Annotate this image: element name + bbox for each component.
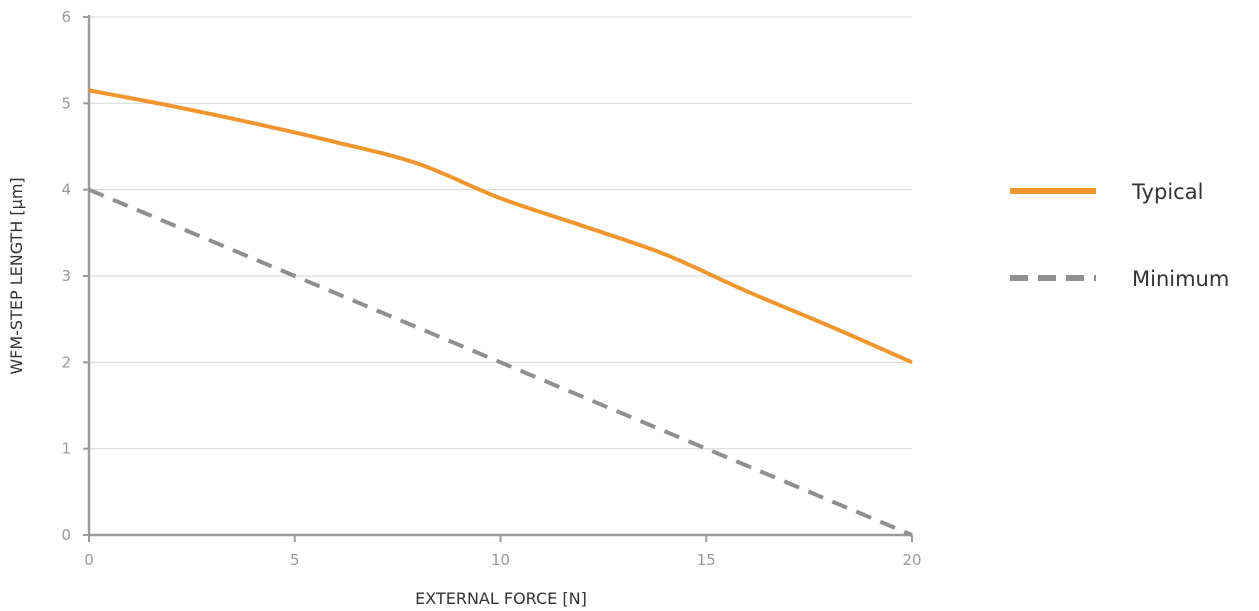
axes [83, 15, 913, 542]
x-tick-label: 0 [84, 551, 94, 569]
x-tick-label: 10 [491, 551, 510, 569]
x-tick-labels: 0 5 10 15 20 [84, 551, 921, 569]
grid-lines [89, 16, 912, 450]
y-tick-label: 3 [61, 267, 71, 285]
y-tick-label: 2 [61, 353, 71, 371]
y-tick-label: 5 [61, 94, 71, 112]
series-line-minimum [88, 187, 913, 537]
legend-label-typical: Typical [1131, 180, 1203, 204]
y-tick-label: 0 [61, 526, 71, 544]
series-line-typical [88, 88, 913, 365]
x-tick-label: 5 [290, 551, 300, 569]
y-tick-label: 4 [61, 181, 71, 199]
y-tick-label: 1 [61, 440, 71, 458]
y-tick-label: 6 [61, 8, 71, 26]
x-tick-label: 20 [902, 551, 921, 569]
series-lines [88, 88, 913, 537]
y-tick-labels: 0 1 2 3 4 5 6 [61, 8, 71, 544]
x-axis-title: EXTERNAL FORCE [N] [415, 589, 587, 608]
legend-label-minimum: Minimum [1132, 267, 1229, 291]
legend: Typical Minimum [1010, 180, 1229, 291]
x-tick-label: 15 [697, 551, 716, 569]
y-axis-title: WFM-STEP LENGTH [µm] [7, 177, 26, 374]
